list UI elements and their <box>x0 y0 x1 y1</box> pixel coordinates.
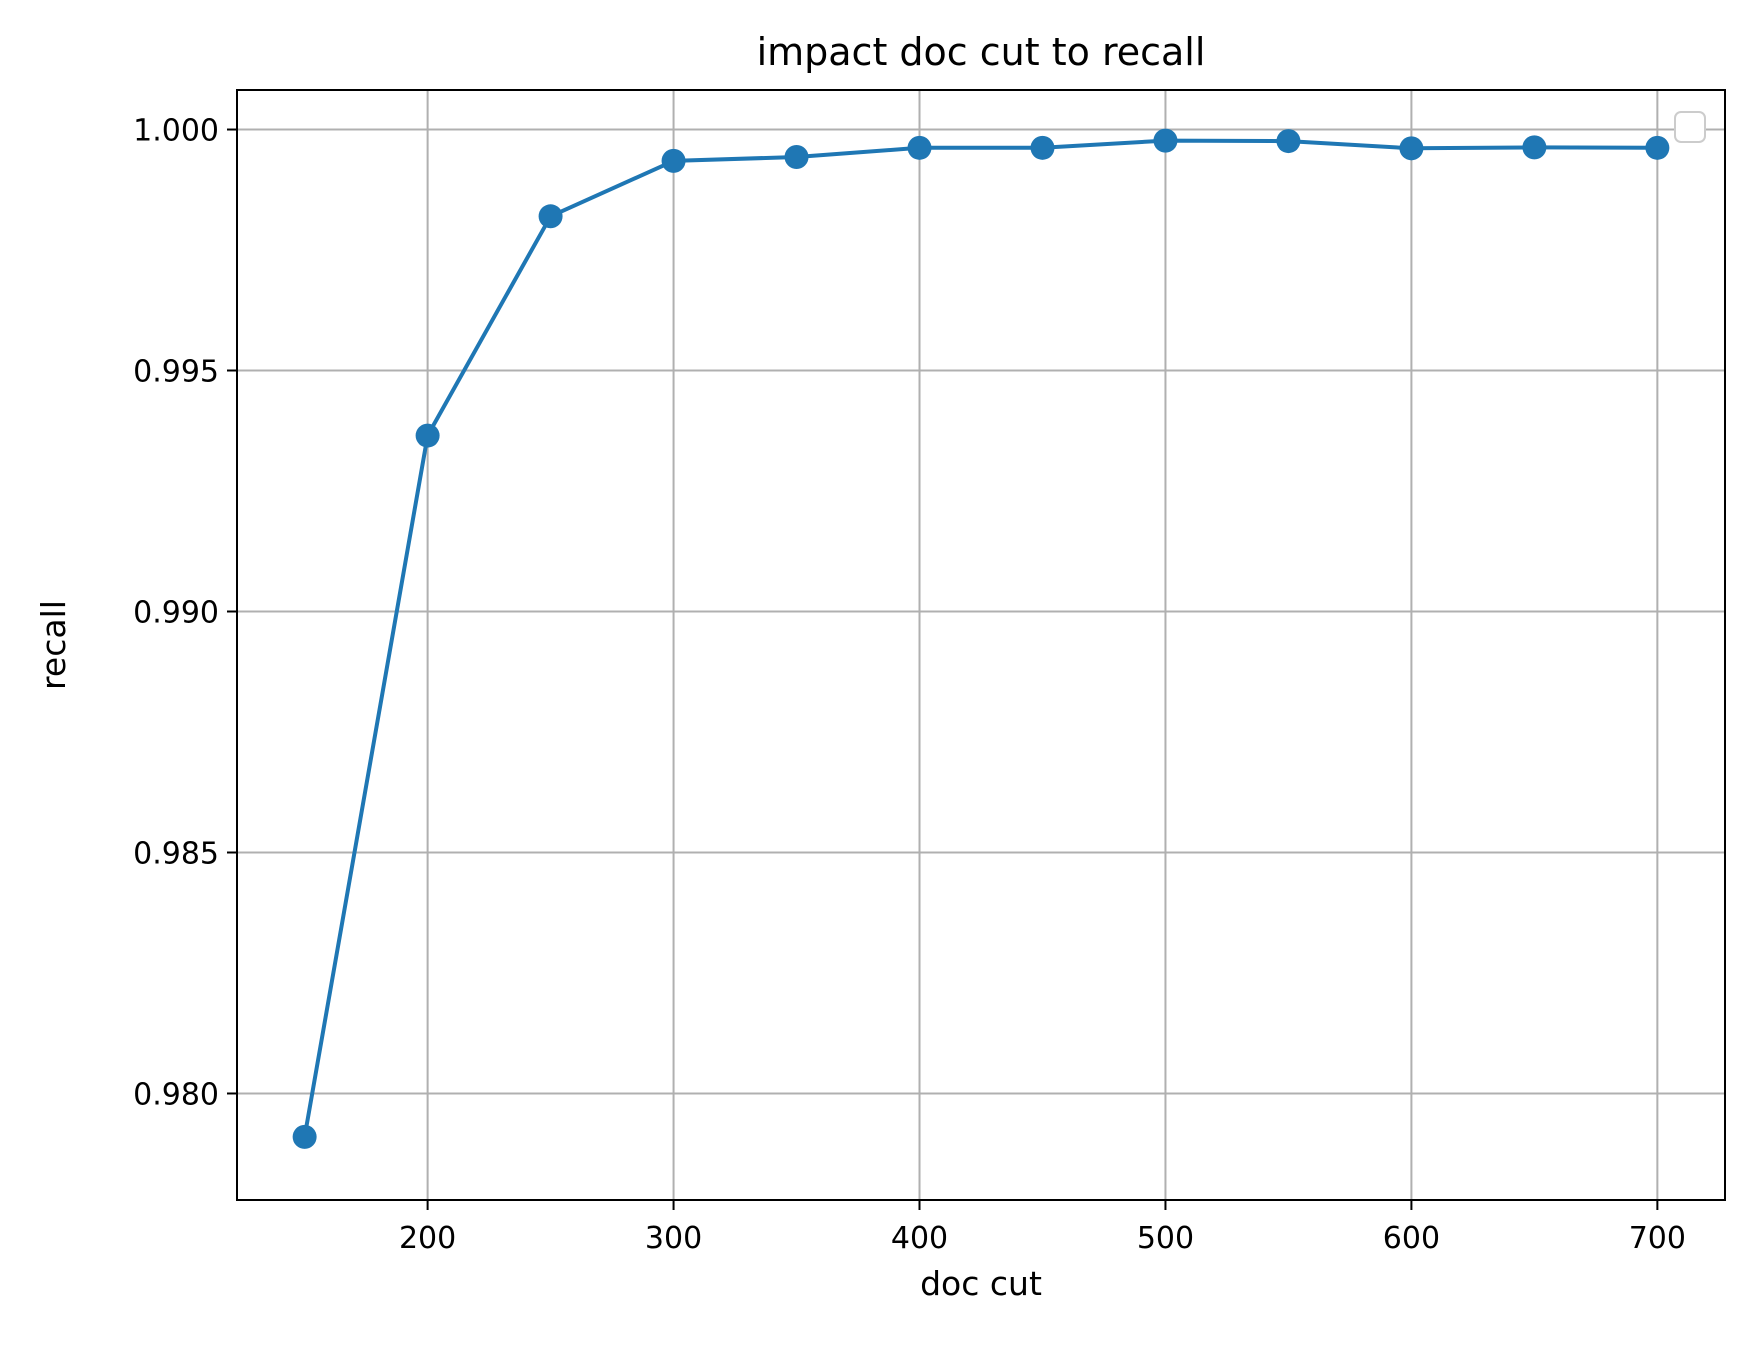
y-tick-label: 0.980 <box>133 1077 219 1112</box>
data-point <box>1399 136 1424 161</box>
y-tick-label: 0.985 <box>133 836 219 871</box>
data-point <box>415 423 440 448</box>
x-tick-label: 500 <box>1137 1221 1194 1256</box>
grid-lines <box>237 90 1725 1200</box>
data-point <box>784 144 809 169</box>
data-point <box>1276 129 1301 154</box>
y-tick-label: 0.990 <box>133 596 219 631</box>
x-tick-label: 600 <box>1383 1221 1440 1256</box>
series-line <box>302 138 1658 1138</box>
y-axis-title: recall <box>34 600 73 690</box>
x-tick-label: 300 <box>645 1221 702 1256</box>
data-point <box>1645 135 1670 160</box>
x-tick-label: 700 <box>1629 1221 1686 1256</box>
data-point <box>292 1124 317 1149</box>
y-tick-label: 1.000 <box>133 114 219 149</box>
plot-frame <box>236 89 1726 1201</box>
data-point <box>661 148 686 173</box>
series-layer <box>292 128 1670 1149</box>
data-point <box>1153 128 1178 153</box>
y-tick-label: 0.995 <box>133 355 219 390</box>
data-point <box>1030 135 1055 160</box>
x-axis-title: doc cut <box>920 1264 1042 1303</box>
tick-layer: 200 300 400 500 600 700 0.980 0.985 0.990 0.995 1.… <box>133 114 1686 1256</box>
legend-box <box>1674 111 1706 143</box>
data-point <box>538 204 563 229</box>
data-point <box>907 135 932 160</box>
data-point <box>1522 135 1547 160</box>
x-tick-label: 200 <box>399 1221 456 1256</box>
chart-title: impact doc cut to recall <box>757 30 1206 74</box>
x-tick-label: 400 <box>891 1221 948 1256</box>
